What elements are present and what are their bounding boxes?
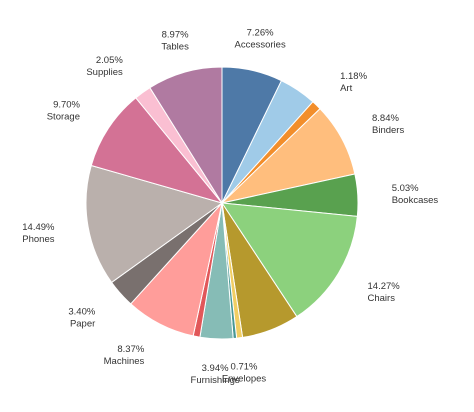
pie-value-label-storage: 9.70% [53,100,80,111]
pie-value-label-supplies: 2.05% [96,55,123,66]
pie-slice-phones[interactable] [85,164,224,284]
pie-value-label-accessories: 7.26% [247,27,274,38]
pie-category-label-art: Art [340,83,353,94]
pie-slice-chairs[interactable] [221,202,358,318]
pie-category-label-envelopes: Envelopes [222,374,267,385]
pie-category-label-accessories: Accessories [234,39,285,50]
pie-value-label-bookcases: 5.03% [392,183,419,194]
pie-slices [85,66,359,340]
pie-category-label-binders: Binders [372,125,404,136]
pie-category-label-furnishings: Furnishings [191,375,240,386]
pie-value-label-chairs: 14.27% [368,281,401,292]
pie-category-label-supplies: Supplies [86,67,123,78]
pie-category-label-storage: Storage [47,112,80,123]
pie-category-label-machines: Machines [104,356,145,367]
pie-slice-storage[interactable] [90,97,224,204]
pie-value-label-art: 1.18% [340,71,367,82]
pie-category-label-paper: Paper [70,318,95,329]
pie-value-label-paper: 3.40% [68,306,95,317]
pie-category-label-phones: Phones [22,234,54,245]
pie-category-label-bookcases: Bookcases [392,195,439,206]
pie-value-label-machines: 8.37% [117,344,144,355]
pie-value-label-binders: 8.84% [372,113,399,124]
pie-category-label-chairs: Chairs [368,293,396,304]
pie-category-label-tables: Tables [161,42,189,53]
pie-labels: 7.26%Accessories 1.18%Art 8.84%Binders 5.03… [22,27,438,386]
pie-slice-tables[interactable] [149,66,223,205]
pie-value-label-tables: 8.97% [162,30,189,41]
pie-value-label-furnishings: 3.94% [202,363,229,374]
pie-value-label-envelopes: 0.71% [231,362,258,373]
pie-value-label-phones: 14.49% [22,222,55,233]
